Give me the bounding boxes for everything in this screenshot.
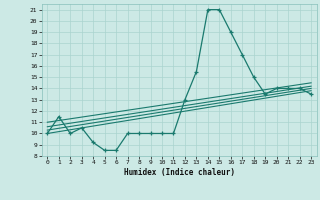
X-axis label: Humidex (Indice chaleur): Humidex (Indice chaleur) [124,168,235,177]
